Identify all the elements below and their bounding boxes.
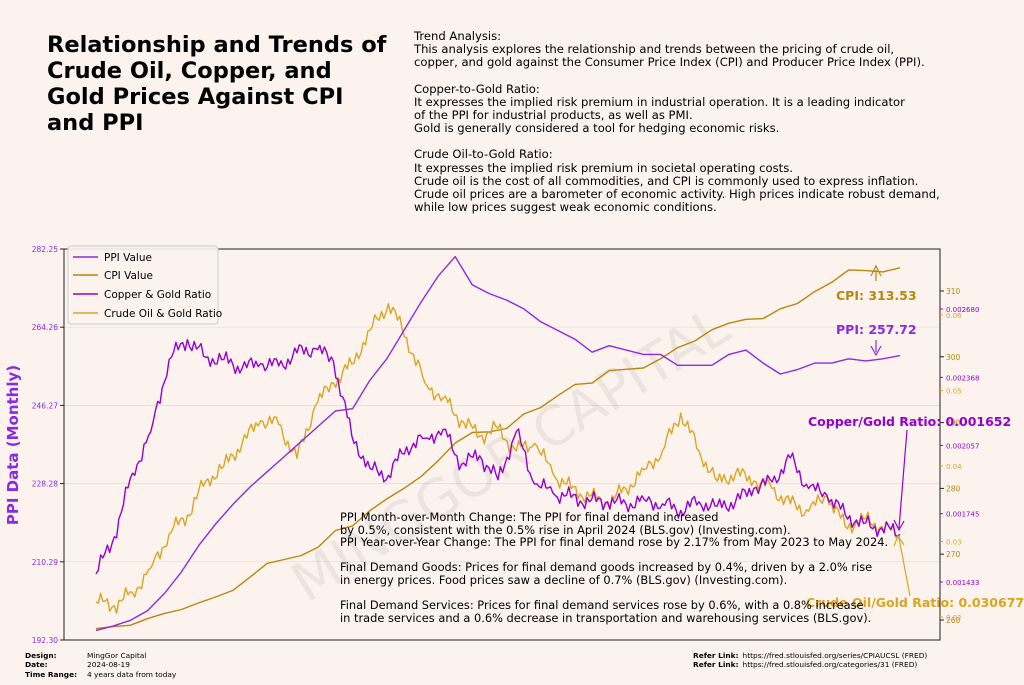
series-copper-gold-line bbox=[95, 338, 901, 575]
annotation-ppi-label: PPI: 257.72 bbox=[836, 322, 917, 337]
analysis-heading: Copper-to-Gold Ratio: bbox=[414, 81, 540, 96]
analysis-section-oil-gold: Crude Oil-to-Gold Ratio: It expresses th… bbox=[414, 148, 1014, 214]
plot-frame bbox=[63, 248, 941, 641]
ppi-tick-label: 228.28 bbox=[32, 480, 58, 489]
analysis-heading: Trend Analysis: bbox=[414, 29, 502, 43]
page-title: Relationship and Trends of Crude Oil, Co… bbox=[47, 32, 387, 136]
notes-paragraph: PPI Month-over-Month Change: The PPI for… bbox=[340, 511, 900, 549]
annotation-cpi: CPI: 313.53 bbox=[836, 264, 917, 303]
series-ppi-line bbox=[95, 255, 901, 632]
analysis-line: Crude oil prices are a barometer of econ… bbox=[414, 187, 940, 202]
refer-link-row: Refer Link: https://fred.stlouisfed.org/c… bbox=[693, 660, 927, 669]
annotation-copper-gold-label: Copper/Gold Ratio: 0.001652 bbox=[808, 414, 1011, 429]
analysis-line: It expresses the implied risk premium in… bbox=[414, 160, 793, 175]
copper-gold-tick-label: 0.002057 bbox=[946, 442, 979, 450]
notes-line: PPI Month-over-Month Change: The PPI for… bbox=[340, 510, 719, 524]
footer-row-time-range: Time Range: 4 years data from today bbox=[25, 670, 176, 679]
copper-gold-tick-label: 0.001433 bbox=[946, 579, 979, 587]
footer-row-design: Design: MingGor Capital bbox=[25, 651, 176, 660]
analysis-line: copper, and gold against the Consumer Pr… bbox=[414, 55, 925, 70]
footer-key: Design: bbox=[25, 651, 57, 660]
refer-link-cpi[interactable]: https://fred.stlouisfed.org/series/CPIAU… bbox=[742, 651, 928, 660]
footer-value: MingGor Capital bbox=[87, 651, 147, 660]
analysis-section-trend: Trend Analysis: This analysis explores t… bbox=[414, 29, 1014, 70]
oil-gold-tick-label: 0.04 bbox=[946, 463, 962, 471]
copper-gold-tick-label: 0.001745 bbox=[946, 511, 979, 519]
notes-paragraph: Final Demand Services: Prices for final … bbox=[340, 599, 900, 624]
footer-links: Refer Link: https://fred.stlouisfed.org/s… bbox=[693, 651, 927, 670]
ppi-tick-label: 282.25 bbox=[32, 245, 58, 254]
footer-meta: Design: MingGor Capital Date: 2024-08-19 T… bbox=[25, 651, 176, 679]
axis-layer: 192.30 210.29 228.28 246.27 264.26 282.25 260 2… bbox=[32, 245, 980, 645]
legend-label-ppi: PPI Value bbox=[104, 252, 152, 264]
oil-gold-tick-label: 0.06 bbox=[946, 312, 962, 320]
oil-gold-tick-label: 0.05 bbox=[946, 388, 962, 396]
ppi-tick-label: 192.30 bbox=[32, 636, 58, 645]
analysis-text: Trend Analysis: This analysis explores t… bbox=[414, 29, 1014, 227]
analysis-line: Crude oil is the cost of all commodities… bbox=[414, 173, 919, 188]
notes-line: by 0.5%, consistent with the 0.5% rise i… bbox=[340, 522, 791, 537]
footer-key: Refer Link: bbox=[693, 660, 739, 670]
oil-gold-tick-label: 0.03 bbox=[946, 539, 962, 547]
oil-gold-tick-label: 0.02 bbox=[946, 614, 962, 622]
notes-line: Final Demand Goods: Prices for final dem… bbox=[340, 560, 873, 575]
footer-key: Refer Link: bbox=[693, 651, 739, 660]
legend-label-cpi: CPI Value bbox=[104, 270, 153, 282]
copper-gold-tick-label: 0.002368 bbox=[946, 374, 979, 382]
ppi-tick-label: 264.26 bbox=[32, 323, 58, 332]
copper-gold-tick-label: 0.002680 bbox=[946, 306, 979, 314]
footer-key: Date: bbox=[25, 660, 48, 670]
notes-line: in trade services and a 0.6% decrease in… bbox=[340, 610, 872, 625]
notes-line: in energy prices. Food prices saw a decl… bbox=[340, 572, 788, 587]
annotation-cpi-label: CPI: 313.53 bbox=[836, 288, 917, 303]
analysis-line: It expresses the implied risk premium in… bbox=[414, 94, 905, 109]
series-layer bbox=[95, 255, 901, 632]
cpi-tick-label: 260 bbox=[946, 616, 961, 625]
cpi-tick-label: 290 bbox=[946, 419, 961, 428]
refer-link-categories[interactable]: https://fred.stlouisfed.org/categories/3… bbox=[742, 660, 918, 670]
ppi-notes: PPI Month-over-Month Change: The PPI for… bbox=[340, 511, 900, 637]
series-cpi-line bbox=[95, 267, 901, 630]
analysis-line: This analysis explores the relationship … bbox=[414, 42, 895, 57]
ppi-tick-label: 210.29 bbox=[32, 558, 58, 567]
footer-key: Time Range: bbox=[25, 669, 78, 679]
footer-value: 4 years data from today bbox=[87, 669, 177, 679]
cpi-tick-label: 280 bbox=[946, 484, 961, 493]
y-axis-label: PPI Data (Monthly) bbox=[4, 365, 22, 525]
analysis-heading: Crude Oil-to-Gold Ratio: bbox=[414, 147, 553, 162]
notes-line: Final Demand Services: Prices for final … bbox=[340, 598, 864, 613]
analysis-line: while low prices suggest weak economic c… bbox=[414, 200, 717, 215]
annotation-oil-gold: Crude Oil/Gold Ratio: 0.030677 bbox=[806, 534, 1024, 610]
cpi-tick-label: 310 bbox=[946, 287, 961, 296]
footer-value: 2024-08-19 bbox=[87, 660, 130, 670]
analysis-line: Gold is generally considered a tool for … bbox=[414, 121, 780, 136]
cpi-tick-label: 270 bbox=[946, 550, 961, 559]
annotation-copper-gold: Copper/Gold Ratio: 0.001652 bbox=[808, 414, 1011, 532]
annotation-oil-gold-label: Crude Oil/Gold Ratio: 0.030677 bbox=[806, 595, 1024, 610]
annotation-ppi: PPI: 257.72 bbox=[836, 322, 917, 357]
legend-label-copper-gold: Copper & Gold Ratio bbox=[104, 289, 211, 301]
cpi-tick-label: 300 bbox=[946, 353, 961, 362]
refer-link-row: Refer Link: https://fred.stlouisfed.org/s… bbox=[693, 651, 927, 660]
analysis-section-copper-gold: Copper-to-Gold Ratio: It expresses the i… bbox=[414, 81, 1014, 136]
ppi-tick-label: 246.27 bbox=[32, 401, 58, 410]
notes-line: PPI Year-over-Year Change: The PPI for f… bbox=[340, 535, 889, 550]
analysis-line: of the PPI for industrial products, as w… bbox=[414, 108, 693, 123]
legend: PPI Value CPI Value Copper & Gold Ratio … bbox=[67, 245, 222, 325]
notes-paragraph: Final Demand Goods: Prices for final dem… bbox=[340, 561, 900, 586]
footer-row-date: Date: 2024-08-19 bbox=[25, 660, 176, 669]
legend-label-oil-gold: Crude Oil & Gold Ratio bbox=[104, 308, 222, 320]
